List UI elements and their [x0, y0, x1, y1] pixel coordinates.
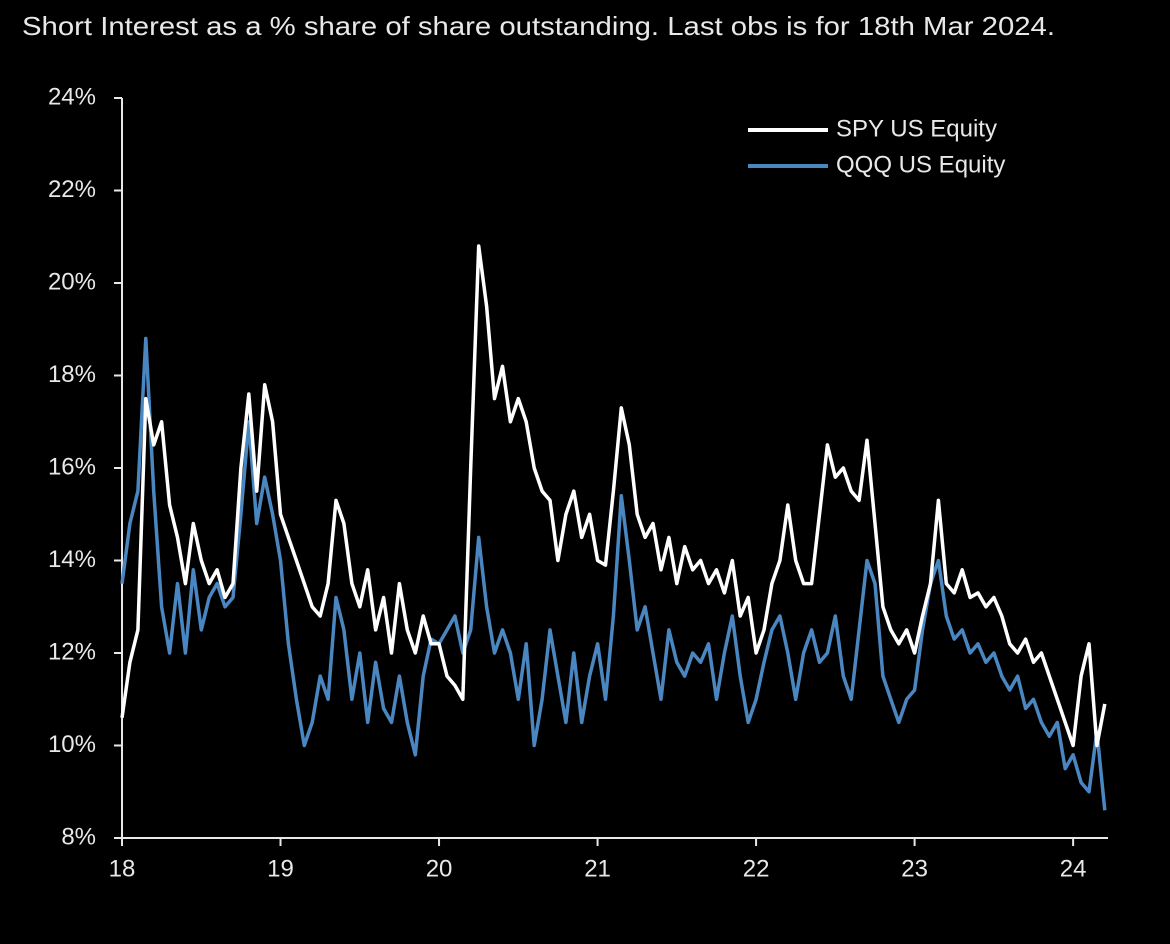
- y-tick-label: 18%: [48, 361, 96, 388]
- series-line: [120, 336, 1107, 811]
- y-tick-label: 24%: [48, 83, 96, 110]
- x-tick-label: 23: [901, 855, 928, 882]
- y-tick-label: 10%: [48, 731, 96, 758]
- x-tick-label: 24: [1060, 855, 1087, 882]
- y-tick-label: 12%: [48, 638, 96, 665]
- legend-label: QQQ US Equity: [836, 151, 1005, 178]
- y-tick-label: 14%: [48, 546, 96, 573]
- legend-label: SPY US Equity: [836, 115, 997, 142]
- x-tick-label: 21: [584, 855, 611, 882]
- y-tick-label: 22%: [48, 176, 96, 203]
- chart-title: Short Interest as a % share of share out…: [22, 11, 1055, 41]
- x-tick-label: 18: [109, 855, 136, 882]
- y-tick-label: 20%: [48, 268, 96, 295]
- y-tick-label: 16%: [48, 453, 96, 480]
- x-tick-label: 19: [267, 855, 294, 882]
- y-tick-label: 8%: [61, 823, 96, 850]
- x-tick-label: 22: [743, 855, 770, 882]
- series-line: [120, 244, 1107, 748]
- x-tick-label: 20: [426, 855, 453, 882]
